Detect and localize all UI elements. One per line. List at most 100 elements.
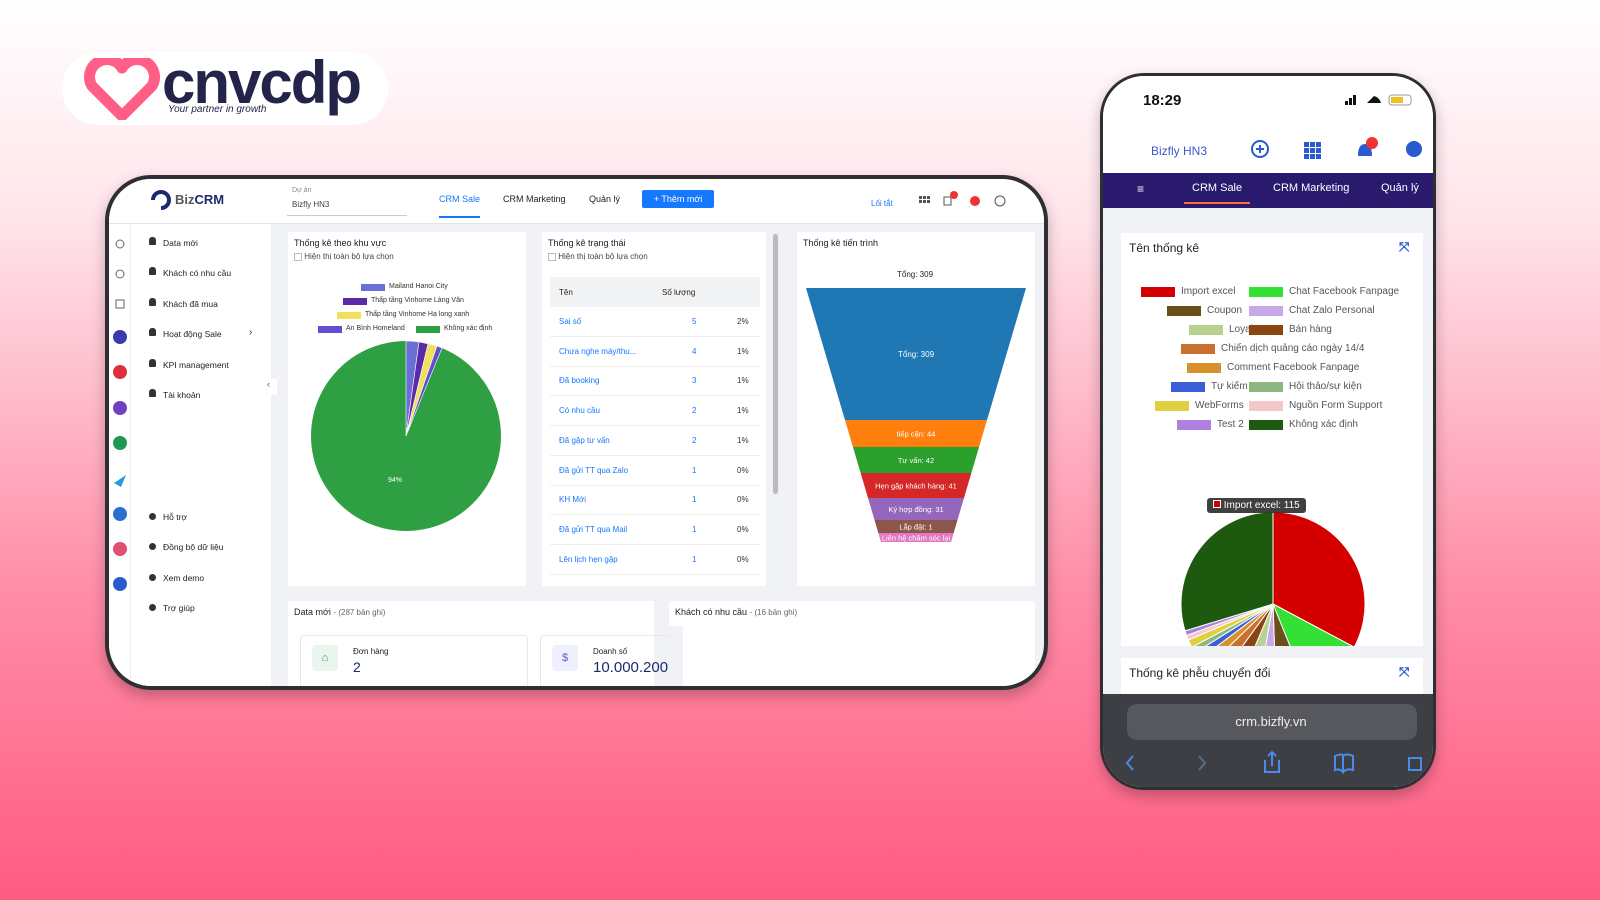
project-select[interactable]: Bizfly HN3 [292,200,330,209]
brand-prefix: Biz [175,192,195,207]
menu-item[interactable]: Data mới [163,238,198,248]
status-percent: 2% [737,317,749,326]
menu-item[interactable]: Khách đã mua [163,298,218,309]
funnel-label: Tổng: 309 [898,350,935,359]
project-label: Dự án [292,187,312,194]
menu-item[interactable]: Xem demo [163,572,205,583]
status-icons [1345,94,1412,106]
legend-swatch [1249,325,1283,335]
divider [669,626,683,686]
status-percent: 0% [737,465,749,475]
menu-icon [149,604,156,612]
collapse-button[interactable]: ‹ [267,379,277,395]
nav-tab[interactable]: CRM Sale [439,194,481,218]
funnel-stage [868,498,964,520]
icon-strip-icons [113,239,127,591]
stats-card: Tên thống kê ⤧ Import excel: 115 Import … [1121,233,1423,646]
legend-label[interactable]: Chiến dịch quảng cáo ngày 14/4 [1221,343,1365,354]
legend-label[interactable]: Chat Facebook Fanpage [1289,286,1400,297]
desktop-mockup: BizCRM Dự án Bizfly HN3 + Thêm mới Lối t… [105,175,1048,690]
row-divider [550,573,760,575]
expand-icon[interactable]: ⤧ [1399,664,1410,679]
status-name[interactable]: Đã gửi TT qua Mail [559,524,628,534]
funnel-stage [852,447,980,473]
status-name[interactable]: Chưa nghe máy/thu... [559,346,637,356]
legend-label[interactable]: Bán hàng [1289,324,1332,335]
legend-label[interactable]: Coupon [1207,305,1243,316]
menu-item[interactable]: Đồng bộ dữ liệu [163,542,224,553]
panel-title: Khách có nhu cầu [675,607,748,617]
funnel-label: Lắp đặt: 1 [899,523,932,532]
legend-label[interactable]: WebForms [1195,400,1244,411]
phone-nav [1103,173,1433,208]
nav-tab[interactable]: CRM Sale [1184,182,1251,204]
table-header [550,277,760,307]
brand-suffix: CRM [194,192,225,207]
url-field[interactable] [1127,704,1417,740]
stat-card [300,635,528,686]
legend-label[interactable]: Chat Zalo Personal [1289,305,1375,316]
row-divider [550,425,760,427]
nav-tab[interactable]: CRM Marketing [1273,182,1350,194]
menu-item[interactable]: Tài khoản [163,390,201,400]
legend-label[interactable]: Loyalty [1229,324,1261,335]
legend-label[interactable]: Hội thảo/sự kiện [1289,381,1362,392]
header-icons [919,191,1006,207]
status-name[interactable]: Đã booking [559,376,600,386]
checkbox-label[interactable]: Hiện thị toàn bộ lựa chọn [304,252,394,261]
menu-item[interactable]: Hỗ trợ [163,512,187,522]
add-button[interactable]: + Thêm mới [642,190,714,208]
legend-swatch [1171,382,1205,392]
nav-tab[interactable]: Quản lý [589,194,621,204]
legend-label[interactable]: Tự kiếm [1211,381,1248,392]
status-name[interactable]: Đã gặp tư vấn [559,435,610,445]
menu-icon [149,389,156,397]
legend-swatch [361,284,385,291]
menu-icon[interactable]: ≡ [1137,182,1145,196]
account-name[interactable]: Bizfly HN3 [1151,144,1208,158]
expand-icon[interactable]: ⤧ [1399,239,1410,254]
record-count: - (287 bản ghi) [333,608,386,617]
region-pie [311,340,501,531]
progress-panel: Thống kê tiến trình Tổng: 309 Tổng: 309 t… [797,232,1035,586]
logo-card: cnvcdp Your partner in growth [62,49,388,125]
status-panel: Thống kê trạng thái Hiện thị toàn bộ lựa… [542,232,766,586]
checkbox-label[interactable]: Hiện thị toàn bộ lựa chọn [558,252,648,261]
row-divider [550,514,760,516]
menu-item[interactable]: Hoạt động Sale [163,329,222,340]
status-name[interactable]: Sai số [559,317,582,326]
pie-slice [1272,511,1366,646]
funnel-stage [806,288,1026,420]
legend-label[interactable]: Comment Facebook Fanpage [1227,362,1360,373]
legend-label[interactable]: Không xác định [1289,419,1358,430]
menu-item[interactable]: Khách có nhu cầu [163,268,232,279]
need-customer-panel: Khách có nhu cầu - (16 bản ghi) [669,601,1035,686]
funnel-label: Liên hệ chăm sóc lại [882,534,951,543]
region-panel: Thống kê theo khu vực Hiện thị toàn bộ l… [288,232,526,586]
legend-swatch [1155,401,1189,411]
menu-item[interactable]: KPI management [163,359,229,370]
funnel-stage [844,420,988,447]
status-name[interactable]: Lên lịch hẹn gặp [559,554,618,564]
row-divider [550,395,760,397]
menu-icon [149,513,156,520]
legend-label[interactable]: Test 2 [1217,419,1244,430]
legend-swatch [1189,325,1223,335]
status-name[interactable]: Có nhu cầu [559,406,600,416]
menu-icon [149,573,156,581]
legend-label[interactable]: Import excel [1181,286,1236,297]
status-name[interactable]: Đã gửi TT qua Zalo [559,465,629,475]
shortcut[interactable]: Lối tắt [871,199,893,208]
nav-tab[interactable]: Quản lý [1381,182,1419,194]
status-name[interactable]: KH Mới [559,495,587,505]
legend-label[interactable]: Nguồn Form Support [1289,400,1383,411]
legend-label: Không xác định [444,325,493,332]
nav-tab[interactable]: CRM Marketing [503,194,566,204]
funnel-stage [874,520,958,533]
menu-item[interactable]: Trợ giúp [163,603,195,614]
legend-swatch [1167,306,1201,316]
status-percent: 1% [737,435,749,445]
browser-toolbar [1125,750,1422,775]
status-percent: 0% [737,495,749,505]
